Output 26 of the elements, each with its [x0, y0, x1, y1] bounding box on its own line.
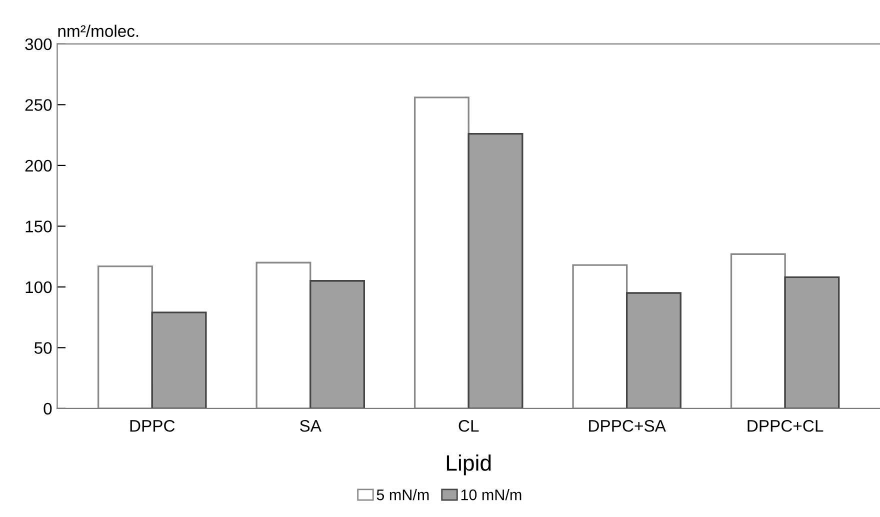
- bar: [414, 96, 470, 408]
- y-axis-title: nm²/molec.: [58, 24, 138, 38]
- legend-label: 5 mN/m: [376, 489, 429, 500]
- bar: [572, 264, 628, 408]
- bar: [730, 253, 786, 408]
- x-tick-label: DPPC+CL: [748, 420, 824, 432]
- bar: [98, 265, 153, 408]
- x-tick-label: DPPC+SA: [589, 420, 666, 432]
- y-tick-label: 100: [26, 281, 52, 294]
- y-tick-label: 50: [34, 342, 52, 354]
- bar: [256, 262, 312, 408]
- legend-label: 10 mN/m: [461, 489, 522, 500]
- bar: [626, 292, 682, 408]
- x-tick-label: SA: [300, 420, 322, 432]
- y-tick-label: 300: [25, 38, 52, 50]
- y-tick-label: 150: [26, 220, 52, 232]
- x-axis-title: Lipid: [446, 454, 491, 476]
- bar: [468, 133, 524, 408]
- x-tick-label: DPPC: [130, 420, 175, 432]
- y-tick-label: 0: [44, 402, 52, 415]
- bar: [310, 280, 366, 408]
- y-tick-label: 200: [25, 160, 52, 172]
- bar: [784, 276, 840, 408]
- x-tick-label: CL: [458, 420, 479, 432]
- y-tick-label: 250: [25, 99, 52, 111]
- bar: [151, 312, 207, 408]
